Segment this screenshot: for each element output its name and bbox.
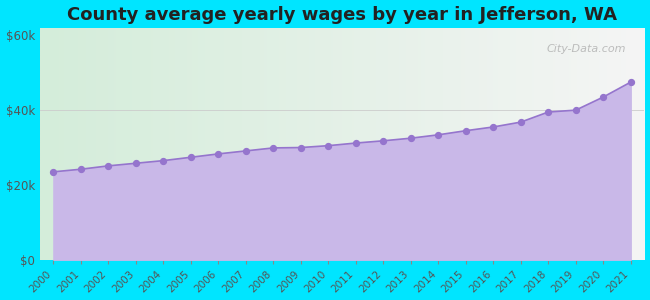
Point [543, 110, 553, 114]
Point [488, 124, 499, 129]
Point [131, 161, 141, 166]
Point [461, 128, 471, 133]
Point [433, 132, 443, 137]
Point [406, 136, 416, 141]
Point [323, 143, 333, 148]
Point [625, 80, 636, 85]
Point [598, 95, 608, 100]
Point [515, 120, 526, 124]
Point [158, 158, 168, 163]
Text: City-Data.com: City-Data.com [547, 44, 627, 54]
Point [240, 148, 251, 153]
Point [378, 138, 389, 143]
Point [213, 152, 224, 156]
Point [75, 167, 86, 172]
Point [296, 145, 306, 150]
Title: County average yearly wages by year in Jefferson, WA: County average yearly wages by year in J… [67, 6, 617, 24]
Point [103, 164, 114, 168]
Point [571, 108, 581, 112]
Point [48, 169, 58, 174]
Point [350, 141, 361, 146]
Point [268, 146, 279, 150]
Point [186, 155, 196, 160]
